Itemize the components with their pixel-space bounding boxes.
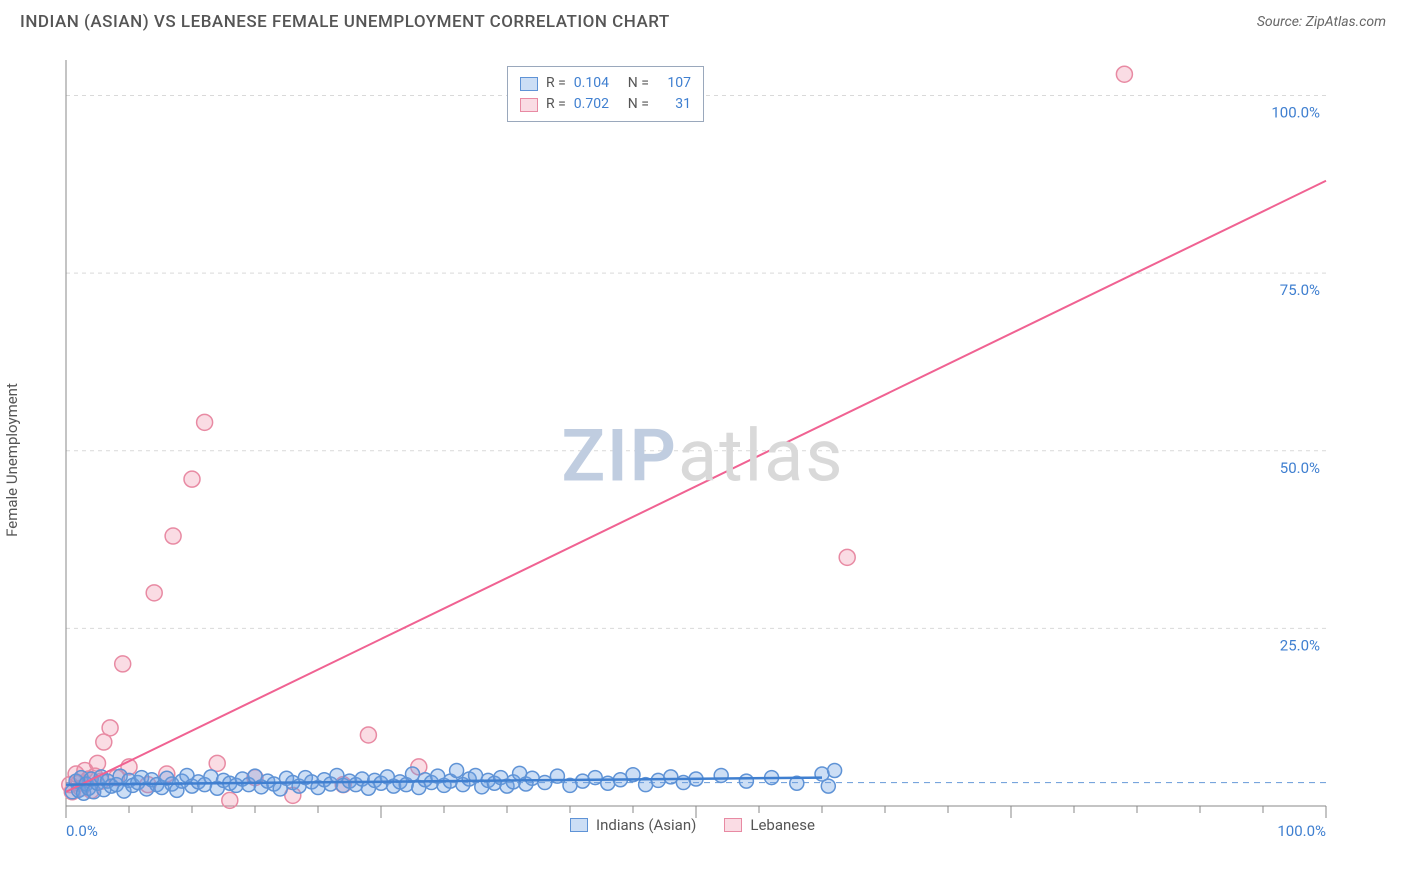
- svg-text:100.0%: 100.0%: [1277, 822, 1326, 838]
- series-legend-item-pink: Lebanese: [724, 816, 815, 834]
- source-name: ZipAtlas.com: [1306, 14, 1386, 30]
- chart-title: INDIAN (ASIAN) VS LEBANESE FEMALE UNEMPL…: [20, 12, 670, 32]
- legend-n-value: 31: [657, 94, 691, 115]
- svg-text:75.0%: 75.0%: [1280, 281, 1320, 299]
- correlation-legend: R = 0.104 N = 107 R = 0.702 N = 31: [507, 66, 704, 122]
- series-label-blue: Indians (Asian): [596, 816, 696, 834]
- legend-n-label: N =: [628, 73, 649, 94]
- series-swatch-blue: [570, 818, 588, 832]
- series-legend-item-blue: Indians (Asian): [570, 816, 696, 834]
- svg-text:25.0%: 25.0%: [1280, 636, 1320, 654]
- source-attribution: Source: ZipAtlas.com: [1257, 14, 1386, 30]
- series-swatch-pink: [724, 818, 742, 832]
- svg-text:50.0%: 50.0%: [1280, 459, 1320, 477]
- legend-n-value: 107: [657, 73, 691, 94]
- svg-text:100.0%: 100.0%: [1271, 104, 1320, 122]
- svg-text:0.0%: 0.0%: [66, 822, 98, 838]
- legend-swatch-blue: [520, 77, 538, 91]
- chart-container: Female Unemployment ZIPatlas 25.0%50.0%7…: [20, 48, 1386, 872]
- legend-r-label: R =: [546, 94, 566, 115]
- source-label: Source:: [1257, 14, 1302, 30]
- legend-n-label: N =: [628, 94, 649, 115]
- legend-r-value: 0.104: [574, 73, 620, 94]
- legend-r-value: 0.702: [574, 94, 620, 115]
- legend-row-pink: R = 0.702 N = 31: [520, 94, 691, 115]
- scatter-chart: 25.0% 50.0% 75.0% 100.0% 0.0% 100.0%: [20, 48, 1338, 838]
- series-label-pink: Lebanese: [750, 816, 815, 834]
- legend-r-label: R =: [546, 73, 566, 94]
- y-axis-label: Female Unemployment: [3, 383, 21, 537]
- legend-swatch-pink: [520, 98, 538, 112]
- legend-row-blue: R = 0.104 N = 107: [520, 73, 691, 94]
- series-legend: Indians (Asian) Lebanese: [570, 816, 815, 834]
